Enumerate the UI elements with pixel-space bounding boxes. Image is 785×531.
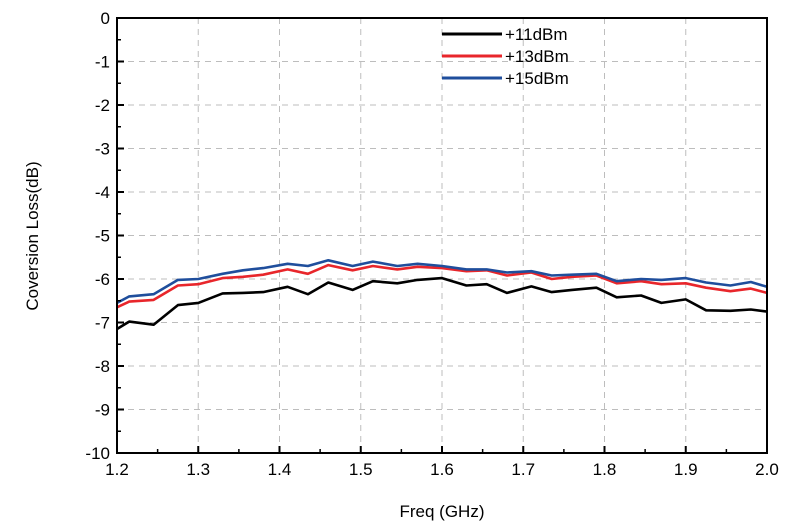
y-tick-label: 0 [101,9,110,28]
legend: +11dBm +13dBm +15dBm [442,25,569,88]
x-tick-label: 1.5 [349,460,373,479]
legend-label-2: +13dBm [505,47,569,66]
x-tick-label: 1.3 [186,460,210,479]
y-tick-label: -10 [85,444,110,463]
series-group [116,258,768,331]
y-tick-label: -1 [95,53,110,72]
series-line-1 [116,276,768,331]
y-tick-label: -7 [95,314,110,333]
x-tick-label: 2.0 [755,460,779,479]
y-axis-title: Coversion Loss(dB) [23,161,42,310]
y-tick-label: -5 [95,227,110,246]
series-line-2 [116,263,768,309]
legend-label-3: +15dBm [505,69,569,88]
tick-labels: 1.2 1.3 1.4 1.5 1.6 1.7 1.8 1.9 2.0 0 -1 -2 -3 -4 -5 -6… [85,9,778,479]
x-tick-label: 1.2 [105,460,129,479]
y-tick-label: -6 [95,270,110,289]
legend-label-1: +11dBm [505,25,568,44]
y-tick-label: -8 [95,357,110,376]
series-line-3 [116,258,768,305]
y-tick-label: -9 [95,401,110,420]
ticks [116,17,768,454]
y-tick-label: -2 [95,96,110,115]
y-tick-label: -4 [95,183,110,202]
x-tick-label: 1.4 [268,460,292,479]
x-tick-label: 1.9 [674,460,698,479]
x-tick-label: 1.8 [593,460,617,479]
x-tick-label: 1.7 [511,460,535,479]
y-tick-label: -3 [95,140,110,159]
x-axis-title: Freq (GHz) [400,502,485,521]
x-tick-label: 1.6 [430,460,454,479]
